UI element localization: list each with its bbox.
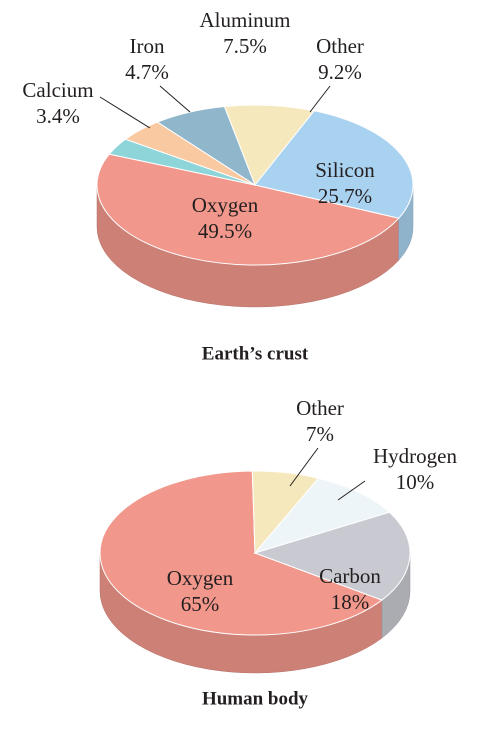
pie-slice <box>254 110 414 219</box>
slice-value-label: 18% <box>331 590 370 614</box>
pie-slice <box>96 153 400 266</box>
slice-label: Iron <box>130 34 165 58</box>
slice-label: Silicon <box>315 158 375 182</box>
slice-label: Calcium <box>22 78 93 102</box>
slice-value-label: 7.5% <box>223 34 267 58</box>
pie-slice <box>223 104 316 186</box>
leader-line <box>309 85 331 113</box>
pie-slice <box>253 511 411 601</box>
leader-line <box>159 85 191 113</box>
slice-label: Oxygen <box>167 566 234 590</box>
slice-value-label: 9.2% <box>318 60 362 84</box>
slice-label: Other <box>296 396 344 420</box>
pie-slice <box>99 470 384 636</box>
slice-label: Hydrogen <box>373 444 457 468</box>
slice-value-label: 10% <box>396 470 435 494</box>
slice-value-label: 25.7% <box>318 184 372 208</box>
leader-line <box>289 447 319 487</box>
slice-value-label: 4.7% <box>125 60 169 84</box>
chart-title: Human body <box>202 688 309 709</box>
slice-value-label: 3.4% <box>36 104 80 128</box>
slice-label: Aluminum <box>199 8 290 32</box>
slice-value-label: 65% <box>181 592 220 616</box>
slice-value-label: 49.5% <box>198 219 252 243</box>
slice-label: Carbon <box>319 564 381 588</box>
slice-label: Oxygen <box>192 193 259 217</box>
slice-label: Other <box>316 34 364 58</box>
pie-slice <box>253 477 391 554</box>
leader-line <box>99 96 151 129</box>
leader-line <box>337 480 366 501</box>
slice-value-label: 7% <box>306 422 334 446</box>
chart-title: Earth’s crust <box>202 343 309 364</box>
